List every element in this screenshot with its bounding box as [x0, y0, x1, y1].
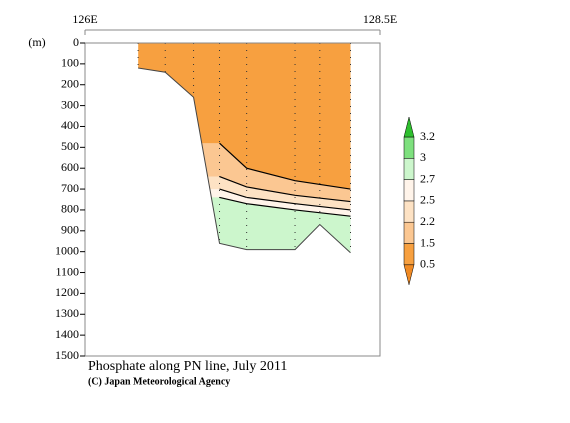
colorbar-label: 0.5: [420, 257, 435, 271]
section-fill: [138, 43, 351, 253]
y-tick-label: 500: [61, 139, 79, 153]
y-tick-label: 700: [61, 181, 79, 195]
colorbar-label: 1.5: [420, 235, 435, 249]
colorbar-triangle: [403, 264, 415, 285]
y-tick-label: 800: [61, 202, 79, 216]
colorbar-box: [403, 179, 415, 202]
y-tick-label: 600: [61, 160, 79, 174]
y-tick-label: 0: [73, 35, 79, 49]
x-tick-label: 128.5E: [363, 12, 397, 26]
y-tick-label: 100: [61, 56, 79, 70]
colorbar-box: [403, 158, 415, 180]
isoline: [219, 196, 351, 217]
isoline: [219, 175, 351, 203]
x-tick-label: 126E: [72, 12, 97, 26]
isoline: [219, 142, 351, 190]
y-tick-label: 1200: [55, 285, 79, 299]
colorbar-label: 2.2: [420, 214, 435, 228]
band: [179, 197, 351, 253]
y-axis-label: (m): [28, 35, 45, 49]
plot-frame: [84, 42, 381, 357]
y-tick-label: 900: [61, 223, 79, 237]
colorbar-box: [403, 136, 415, 159]
colorbar-label: 2.5: [420, 193, 435, 207]
y-tick-label: 200: [61, 76, 79, 90]
credit: (C) Japan Meteorological Agency: [88, 376, 230, 387]
colorbar-label: 3.2: [420, 129, 435, 143]
y-tick-label: 1500: [55, 348, 79, 362]
chart-title: Phosphate along PN line, July 2011: [88, 359, 287, 374]
y-tick-label: 1300: [55, 306, 79, 320]
y-tick-label: 400: [61, 118, 79, 132]
y-tick-label: 1100: [55, 264, 79, 278]
y-tick-label: 1400: [55, 327, 79, 341]
isoline: [219, 188, 351, 211]
bathymetry: [138, 67, 351, 254]
colorbar-box: [403, 200, 415, 223]
y-tick-label: 1000: [55, 243, 79, 257]
colorbar-box: [403, 243, 415, 266]
colorbar-triangle: [403, 116, 415, 138]
y-tick-label: 300: [61, 97, 79, 111]
colorbar-label: 3: [420, 150, 426, 164]
colorbar-label: 2.7: [420, 171, 435, 185]
colorbar-box: [403, 221, 415, 244]
